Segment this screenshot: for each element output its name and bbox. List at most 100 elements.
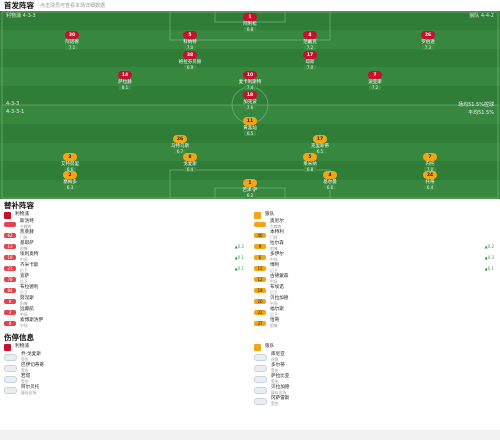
sub-player-row[interactable]: 8 索博斯洛伊 中场 <box>0 318 250 329</box>
player-name: 多伊尔 <box>270 251 284 257</box>
sub-player-row[interactable]: 9 拉尔森 前锋 ▲0.2 <box>250 241 500 252</box>
player-away-lb[interactable]: 24 托蒂 6.4 <box>400 171 460 191</box>
player-name-block: 本特利 门将 <box>270 230 284 240</box>
bottom-bar <box>0 430 500 440</box>
player-name: 琼斯 <box>305 60 315 65</box>
player-away-cb-right[interactable]: 4 基尔曼 6.6 <box>300 171 360 191</box>
player-name-block: 宽萨 后卫 <box>20 274 29 284</box>
injuries-away-list: 库尼亚 停赛 多尔蒂 受伤 萨拉比亚 受伤 贝拉加德 疑似出场 冈萨雷斯 受伤 <box>250 352 500 407</box>
player-home-lw[interactable]: 7 迪亚斯 7.2 <box>345 71 405 91</box>
player-name: 基耶萨 <box>20 240 34 246</box>
injury-icon <box>4 365 17 372</box>
sub-player-row[interactable]: 3 远藤航 中场 <box>0 307 250 318</box>
player-name: 莱米纳 <box>303 162 317 167</box>
sub-player-row[interactable]: 37 恰奇 前锋 <box>250 318 500 329</box>
shirt-number: 84 <box>4 288 16 293</box>
player-name: 布埃诺 <box>270 284 284 290</box>
liverpool-crest-icon <box>4 344 11 351</box>
shirt-number: 1 <box>243 179 257 187</box>
injured-player-row[interactable]: 萨拉比亚 受伤 <box>250 374 500 385</box>
player-role: 前锋 <box>270 322 278 328</box>
shirt-number: 3 <box>63 153 77 161</box>
player-home-rb[interactable]: 30 阿诺德 7.1 <box>42 31 102 51</box>
injured-player-row[interactable]: 阿尔贝托 疑似出场 <box>0 385 250 396</box>
injured-player-row[interactable]: 贝拉加德 疑似出场 <box>250 385 500 396</box>
sub-player-row[interactable]: 斯洛特 主教练 <box>0 219 250 230</box>
injury-status: 受伤 <box>271 367 279 373</box>
player-name: 格拉芬贝赫 <box>178 60 202 65</box>
sub-player-row[interactable]: 22 福尔斯 后卫 <box>250 307 500 318</box>
player-rating: 7.2 <box>303 45 317 50</box>
player-away-lm[interactable]: 3 艾特努里 6.6 <box>40 153 100 173</box>
player-home-rw[interactable]: 14 萨拉赫 8.1 <box>95 71 155 91</box>
player-home-cb-right[interactable]: 5 科纳特 7.0 <box>160 31 220 51</box>
player-role: 中场 <box>270 256 278 262</box>
sub-player-row[interactable]: 78 宽萨 后卫 <box>0 274 250 285</box>
player-away-st-1[interactable]: 11 黄喜灿 6.5 <box>220 117 280 137</box>
player-away-rb[interactable]: 2 塞梅多 6.3 <box>40 171 100 191</box>
sub-player-row[interactable]: 奥尼尔 主教练 <box>250 219 500 230</box>
player-role: 后卫 <box>20 278 28 284</box>
player-rating: 7.6 <box>243 105 257 110</box>
player-name: 冈萨雷斯 <box>271 395 290 401</box>
player-name: 乔·戈麦斯 <box>21 351 41 357</box>
team-name: 利物浦 <box>15 344 29 350</box>
injury-status: 受伤 <box>21 378 29 384</box>
home-stat-1: 4-3-3 <box>6 101 20 107</box>
sub-player-row[interactable]: 12 古德蒙森 中场 <box>250 274 500 285</box>
injury-icon <box>254 354 267 361</box>
player-role: 前锋 <box>20 245 28 251</box>
home-stat-2: 4-3-3-1 <box>6 109 25 115</box>
injury-icon <box>254 387 267 394</box>
sub-player-row[interactable]: 6 多伊尔 中场 ▲0.3 <box>250 252 500 263</box>
shirt-number: 22 <box>254 310 266 315</box>
subs-away-list: 奥尼尔 主教练 40 本特利 门将 9 拉尔森 前锋 ▲0.2 6 多伊尔 中场 ▲0.3 15 博利 后卫 ▲… <box>250 219 500 329</box>
player-name: 科纳特 <box>183 40 197 45</box>
sub-player-row[interactable]: 84 布拉德利 后卫 <box>0 285 250 296</box>
sub-player-row[interactable]: 40 本特利 门将 <box>250 230 500 241</box>
player-home-cm-left[interactable]: 17 琼斯 7.0 <box>280 51 340 71</box>
player-away-cm-right[interactable]: 5 莱米纳 6.8 <box>280 153 340 173</box>
player-role: 后卫 <box>20 289 28 295</box>
injured-player-row[interactable]: 冈萨雷斯 受伤 <box>250 396 500 407</box>
player-role: 中场 <box>270 278 278 284</box>
sub-player-row[interactable]: 21 齐米卡斯 后卫 ▲0.1 <box>0 263 250 274</box>
player-name: 远藤航 <box>20 306 34 312</box>
player-home-cb-left[interactable]: 4 范戴克 7.2 <box>280 31 340 51</box>
injured-player-row[interactable]: 库尼亚 停赛 <box>250 352 500 363</box>
home-formation-label: 利物浦 4-3-3 <box>6 13 36 19</box>
shirt-number <box>4 222 16 227</box>
away-stat-2: 平均51.5% <box>468 110 494 116</box>
player-home-am[interactable]: 10 麦卡利斯特 7.4 <box>220 71 280 91</box>
sub-player-row[interactable]: 13 基耶萨 前锋 ▲0.2 <box>0 241 250 252</box>
player-away-gk[interactable]: 1 若泽·萨 6.2 <box>220 179 280 199</box>
shirt-number: 11 <box>243 117 257 125</box>
sub-player-row[interactable]: 9 努涅斯 前锋 <box>0 296 250 307</box>
team-name: 狼队 <box>265 212 275 218</box>
player-away-cm-left[interactable]: 8 戈麦斯 6.4 <box>160 153 220 173</box>
injury-status: 疑似出场 <box>21 389 37 395</box>
player-rating: 6.3 <box>63 185 77 190</box>
player-home-cm-right[interactable]: 38 格拉芬贝赫 6.9 <box>160 51 220 71</box>
player-home-st[interactable]: 18 加克波 7.6 <box>220 91 280 111</box>
subs-header: 替补阵容 <box>0 200 500 211</box>
player-rating: 7.4 <box>243 85 257 90</box>
player-home-lb[interactable]: 26 罗伯逊 7.3 <box>398 31 458 51</box>
player-home-gk[interactable]: 1 阿利松 6.8 <box>220 13 280 33</box>
player-name-block: 福尔斯 后卫 <box>270 307 284 317</box>
injured-player-row[interactable]: 若塔 受伤 <box>0 374 250 385</box>
injured-player-row[interactable]: 多尔蒂 受伤 <box>250 363 500 374</box>
sub-player-row[interactable]: 15 博利 后卫 ▲0.1 <box>250 263 500 274</box>
player-away-st-2[interactable]: 26 马特乌斯 6.7 <box>150 135 210 155</box>
injured-player-row[interactable]: 巴伊切蒂奇 受伤 <box>0 363 250 374</box>
sub-player-row[interactable]: 62 凯莱赫 门将 <box>0 230 250 241</box>
injured-player-row[interactable]: 乔·戈麦斯 受伤 <box>0 352 250 363</box>
sub-player-row[interactable]: 19 埃利奥特 中场 ▲0.1 <box>0 252 250 263</box>
player-away-am[interactable]: 17 克里斯蒂 6.5 <box>290 135 350 155</box>
liverpool-crest-icon <box>4 212 11 219</box>
player-name: 布拉德利 <box>20 284 39 290</box>
player-away-rm[interactable]: 7 内托 7.0 <box>400 153 460 173</box>
sub-player-row[interactable]: 20 贝拉加德 中场 <box>250 296 500 307</box>
rating-change: ▲0.3 <box>484 255 494 260</box>
sub-player-row[interactable]: 19 布埃诺 后卫 <box>250 285 500 296</box>
